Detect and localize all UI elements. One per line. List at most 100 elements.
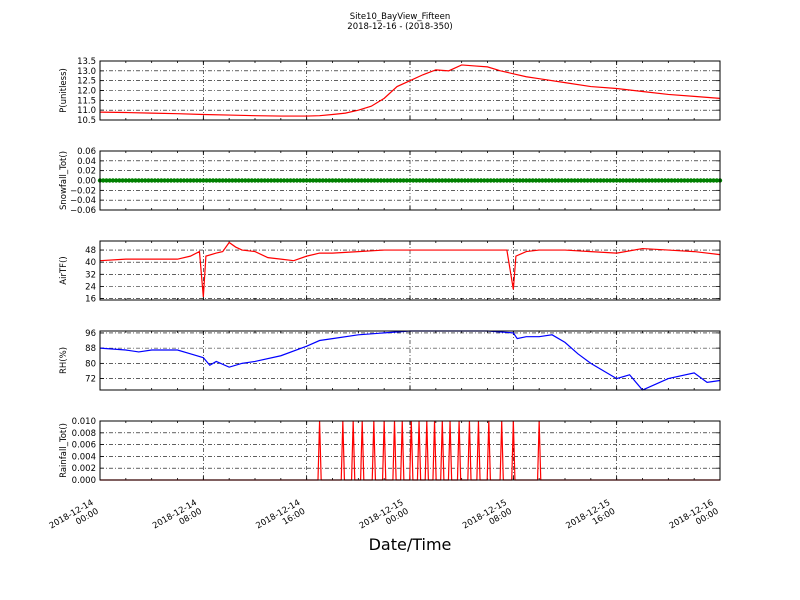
data-point xyxy=(162,178,167,183)
data-point xyxy=(620,178,626,183)
panel-2: −0.06−0.04−0.020.000.020.040.06 Snowfall_… xyxy=(59,147,723,216)
data-point xyxy=(336,178,342,183)
data-point xyxy=(649,178,655,183)
data-point xyxy=(256,178,261,183)
data-point xyxy=(356,178,361,183)
data-point xyxy=(378,178,384,183)
data-point xyxy=(349,178,355,183)
data-point xyxy=(688,178,694,183)
panel-1: 10.511.011.512.012.513.013.5 P(unitless) xyxy=(59,57,721,126)
data-point xyxy=(595,178,600,183)
data-point xyxy=(330,178,335,183)
data-point xyxy=(433,178,439,183)
y-tick-label: 11.0 xyxy=(77,106,96,116)
data-point xyxy=(659,178,665,183)
data-point xyxy=(446,178,451,183)
series-line xyxy=(99,64,721,117)
data-point xyxy=(178,178,183,183)
data-point xyxy=(281,178,287,183)
y-tick-label: 88 xyxy=(85,344,96,354)
data-point xyxy=(614,178,619,183)
data-point xyxy=(359,178,364,183)
data-point xyxy=(168,178,174,183)
data-point xyxy=(456,178,461,183)
data-point xyxy=(230,178,235,183)
y-tick-label: 11.5 xyxy=(77,96,96,106)
data-point xyxy=(220,178,225,183)
data-point xyxy=(440,178,445,183)
data-point xyxy=(139,178,145,183)
data-point xyxy=(320,178,326,183)
data-point xyxy=(149,178,154,183)
data-point xyxy=(443,178,448,183)
data-point xyxy=(239,178,245,183)
plot-frame xyxy=(99,150,721,211)
data-point xyxy=(494,178,500,183)
y-tick-label: 0.008 xyxy=(72,429,96,439)
data-point xyxy=(459,178,464,183)
data-point xyxy=(172,178,177,183)
data-point xyxy=(575,178,581,183)
data-point xyxy=(223,178,229,183)
x-tick-label: 2018-12-1408:00 xyxy=(151,498,204,540)
data-point xyxy=(398,178,403,183)
data-point xyxy=(630,178,636,183)
y-tick-label: 0.002 xyxy=(72,464,96,474)
data-point xyxy=(624,178,629,183)
data-point xyxy=(210,178,216,183)
data-point xyxy=(136,178,141,183)
data-point xyxy=(375,178,380,183)
data-point xyxy=(585,178,590,183)
data-point xyxy=(407,178,413,183)
plot-frame xyxy=(99,420,721,481)
data-point xyxy=(146,178,151,183)
data-point xyxy=(327,178,332,183)
data-point xyxy=(465,178,471,183)
data-point xyxy=(317,178,322,183)
data-point xyxy=(449,178,455,183)
x-tick-label: 2018-12-1416:00 xyxy=(254,498,307,540)
data-point xyxy=(204,178,209,183)
y-tick-label: 10.5 xyxy=(77,116,96,126)
data-point xyxy=(394,178,400,183)
data-point xyxy=(553,178,558,183)
data-point xyxy=(249,178,254,183)
data-point xyxy=(569,178,574,183)
x-tick-label: 2018-12-1500:00 xyxy=(358,498,411,540)
data-point xyxy=(604,178,610,183)
data-point xyxy=(385,178,390,183)
data-point xyxy=(333,178,338,183)
data-point xyxy=(427,178,432,183)
data-point xyxy=(436,178,442,183)
series-line xyxy=(100,420,720,481)
data-point xyxy=(165,178,171,183)
data-point xyxy=(301,178,306,183)
data-point xyxy=(207,178,212,183)
data-point xyxy=(101,178,106,183)
data-point xyxy=(637,178,642,183)
y-axis-label: P(unitless) xyxy=(59,68,69,113)
data-point xyxy=(559,178,564,183)
y-tick-label: 24 xyxy=(85,282,96,292)
data-point xyxy=(285,178,290,183)
data-point xyxy=(113,178,119,183)
data-point xyxy=(524,178,529,183)
data-point xyxy=(307,178,313,183)
x-tick-label: 2018-12-1516:00 xyxy=(564,498,617,540)
y-tick-label: 12.5 xyxy=(77,77,96,87)
data-point xyxy=(514,178,519,183)
data-point xyxy=(155,178,161,183)
plot-frame xyxy=(99,60,721,121)
data-point xyxy=(695,178,700,183)
data-point xyxy=(181,178,187,183)
data-point xyxy=(504,178,510,183)
data-point xyxy=(262,178,267,183)
data-point xyxy=(608,178,613,183)
data-point xyxy=(462,178,468,183)
data-point xyxy=(598,178,603,183)
data-point xyxy=(268,178,274,183)
data-point xyxy=(381,178,387,183)
y-tick-label: 32 xyxy=(85,270,96,280)
data-point xyxy=(453,178,458,183)
data-point xyxy=(152,178,158,183)
